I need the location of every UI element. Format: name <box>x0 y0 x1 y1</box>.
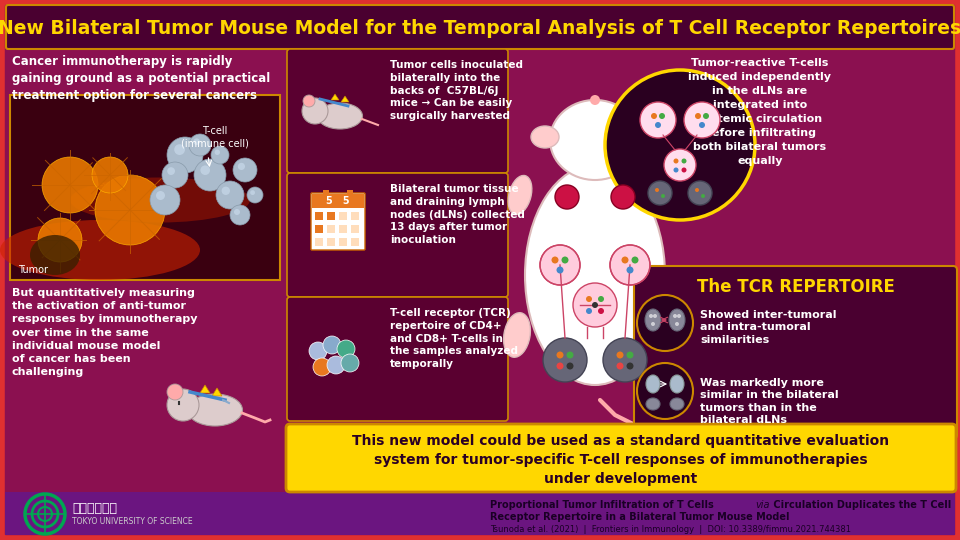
Ellipse shape <box>504 313 530 357</box>
Bar <box>315 212 323 220</box>
FancyBboxPatch shape <box>311 193 365 250</box>
Bar <box>339 212 347 220</box>
Circle shape <box>309 342 327 360</box>
Circle shape <box>167 384 183 400</box>
Circle shape <box>555 185 579 209</box>
Circle shape <box>167 389 199 421</box>
Circle shape <box>150 185 180 215</box>
Circle shape <box>598 296 604 302</box>
Circle shape <box>323 336 341 354</box>
Text: Circulation Duplicates the T Cell: Circulation Duplicates the T Cell <box>770 500 951 510</box>
Text: Was markedly more
similar in the bilateral
tumors than in the
bilateral dLNs: Was markedly more similar in the bilater… <box>700 378 839 425</box>
Circle shape <box>627 362 634 369</box>
Circle shape <box>215 150 220 155</box>
Circle shape <box>592 302 598 308</box>
Bar <box>351 225 359 233</box>
Ellipse shape <box>30 235 80 275</box>
Circle shape <box>167 167 175 175</box>
Ellipse shape <box>187 394 243 426</box>
Circle shape <box>562 256 568 264</box>
Circle shape <box>586 296 592 302</box>
Circle shape <box>337 340 355 358</box>
Circle shape <box>661 194 665 198</box>
Text: Tumor cells inoculated
bilaterally into the
backs of  C57BL/6J
mice → Can be eas: Tumor cells inoculated bilaterally into … <box>390 60 523 121</box>
Circle shape <box>655 122 661 128</box>
Circle shape <box>640 102 676 138</box>
Circle shape <box>238 163 245 170</box>
Circle shape <box>659 113 665 119</box>
Ellipse shape <box>318 103 363 129</box>
FancyBboxPatch shape <box>287 173 508 297</box>
Text: This new model could be used as a standard quantitative evaluation
system for tu: This new model could be used as a standa… <box>352 434 890 486</box>
Circle shape <box>194 159 226 191</box>
Circle shape <box>557 362 564 369</box>
Text: T-cell receptor (TCR)
repertoire of CD4+
and CD8+ T-cells in
the samples analyze: T-cell receptor (TCR) repertoire of CD4+… <box>390 308 518 369</box>
Polygon shape <box>212 388 222 396</box>
Circle shape <box>695 188 699 192</box>
Circle shape <box>211 146 229 164</box>
Ellipse shape <box>531 126 559 148</box>
Bar <box>339 238 347 246</box>
FancyBboxPatch shape <box>10 95 280 280</box>
Text: Showed inter-tumoral
and intra-tumoral
similarities: Showed inter-tumoral and intra-tumoral s… <box>700 310 836 345</box>
Circle shape <box>627 267 634 273</box>
Circle shape <box>688 181 712 205</box>
Circle shape <box>341 354 359 372</box>
Circle shape <box>327 356 345 374</box>
Circle shape <box>648 181 672 205</box>
Circle shape <box>233 158 257 182</box>
Circle shape <box>201 165 210 175</box>
Ellipse shape <box>70 178 250 222</box>
Ellipse shape <box>646 398 660 410</box>
Ellipse shape <box>525 165 665 385</box>
Circle shape <box>649 314 653 318</box>
Circle shape <box>230 205 250 225</box>
Text: 東京理科大学: 東京理科大学 <box>72 502 117 515</box>
Circle shape <box>573 283 617 327</box>
Text: But quantitatively measuring
the activation of anti-tumor
responses by immunothe: But quantitatively measuring the activat… <box>12 288 198 377</box>
Ellipse shape <box>550 100 640 180</box>
Ellipse shape <box>670 398 684 410</box>
Circle shape <box>162 162 188 188</box>
Circle shape <box>167 137 203 173</box>
Circle shape <box>174 144 185 155</box>
Circle shape <box>193 138 200 145</box>
Circle shape <box>38 218 82 262</box>
Bar <box>327 238 335 246</box>
Circle shape <box>637 295 693 351</box>
Text: Receptor Repertoire in a Bilateral Tumor Mouse Model: Receptor Repertoire in a Bilateral Tumor… <box>490 512 789 522</box>
Circle shape <box>251 190 255 195</box>
Text: Tsunoda et al. (2021)  |  Frontiers in Immunology  |  DOI: 10.3389/fimmu.2021.74: Tsunoda et al. (2021) | Frontiers in Imm… <box>490 525 851 534</box>
FancyBboxPatch shape <box>634 266 957 439</box>
Text: 5   5: 5 5 <box>326 196 349 206</box>
Circle shape <box>675 322 679 326</box>
Polygon shape <box>615 165 710 185</box>
Circle shape <box>303 95 315 107</box>
Circle shape <box>673 314 677 318</box>
Circle shape <box>557 352 564 359</box>
Circle shape <box>653 314 657 318</box>
Text: via: via <box>755 500 770 510</box>
Circle shape <box>611 185 635 209</box>
FancyBboxPatch shape <box>6 5 954 49</box>
Circle shape <box>674 167 679 172</box>
Bar <box>339 225 347 233</box>
Circle shape <box>92 157 128 193</box>
Text: Tumor: Tumor <box>18 265 48 275</box>
Text: Proportional Tumor Infiltration of T Cells: Proportional Tumor Infiltration of T Cel… <box>490 500 717 510</box>
Circle shape <box>664 149 696 181</box>
Circle shape <box>637 363 693 419</box>
Circle shape <box>566 352 573 359</box>
Ellipse shape <box>508 176 532 214</box>
Circle shape <box>216 181 244 209</box>
Ellipse shape <box>631 126 659 148</box>
Bar <box>351 212 359 220</box>
Circle shape <box>586 308 592 314</box>
Bar <box>315 238 323 246</box>
Circle shape <box>302 98 328 124</box>
Ellipse shape <box>0 220 200 280</box>
Circle shape <box>247 187 263 203</box>
Text: T-cell
(immune cell): T-cell (immune cell) <box>181 126 249 148</box>
Circle shape <box>703 113 709 119</box>
